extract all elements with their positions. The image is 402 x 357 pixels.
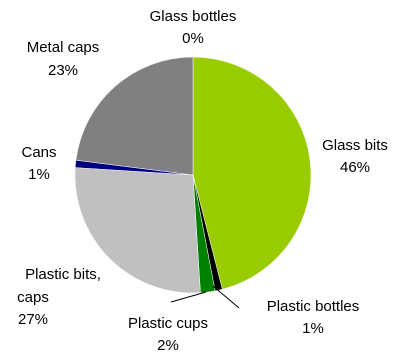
slice-pct-metal-caps: 23%	[48, 62, 78, 79]
slice-pct-plastic-bits: 27%	[18, 311, 48, 328]
slice-label-cans: Cans	[21, 144, 56, 161]
slice-plastic-bits-caps	[74, 167, 201, 294]
slice-label-plastic-bits-line1: Plastic bits,	[25, 266, 101, 283]
slice-glass-bits	[192, 56, 312, 290]
slice-label-glass-bits: Glass bits	[322, 137, 388, 154]
slice-pct-plastic-bottles: 1%	[302, 320, 324, 337]
slice-label-metal-caps: Metal caps	[27, 39, 100, 56]
slice-pct-cans: 1%	[28, 166, 50, 183]
slice-pct-glass-bottles: 0%	[182, 30, 204, 47]
pie-slices	[74, 56, 312, 294]
slice-label-plastic-bottles: Plastic bottles	[267, 298, 360, 315]
slice-label-plastic-bits-line2: caps	[17, 289, 49, 306]
slice-label-plastic-cups: Plastic cups	[128, 315, 208, 332]
leader-line-plastic-bottles	[212, 285, 240, 309]
slice-pct-glass-bits: 46%	[340, 159, 370, 176]
slice-metal-caps	[75, 56, 194, 176]
slice-pct-plastic-cups: 2%	[157, 337, 179, 354]
slice-labels: Glass bottles 0% Glass bits 46% Plastic …	[17, 8, 388, 354]
leader-lines	[170, 285, 240, 309]
leader-line-plastic-cups	[170, 291, 207, 303]
slice-label-glass-bottles: Glass bottles	[150, 8, 237, 25]
